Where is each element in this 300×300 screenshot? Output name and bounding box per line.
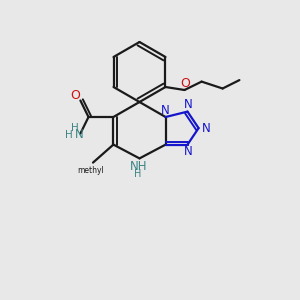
Text: NH: NH: [130, 160, 147, 173]
Text: N: N: [202, 122, 211, 135]
Text: N: N: [160, 104, 169, 117]
Text: N: N: [184, 98, 193, 112]
Text: O: O: [181, 76, 190, 90]
Text: H: H: [70, 123, 78, 133]
Text: N: N: [184, 145, 193, 158]
Text: O: O: [70, 88, 80, 102]
Text: H: H: [134, 169, 141, 179]
Text: N: N: [74, 128, 83, 142]
Text: H: H: [65, 130, 73, 140]
Text: methyl: methyl: [77, 166, 104, 175]
